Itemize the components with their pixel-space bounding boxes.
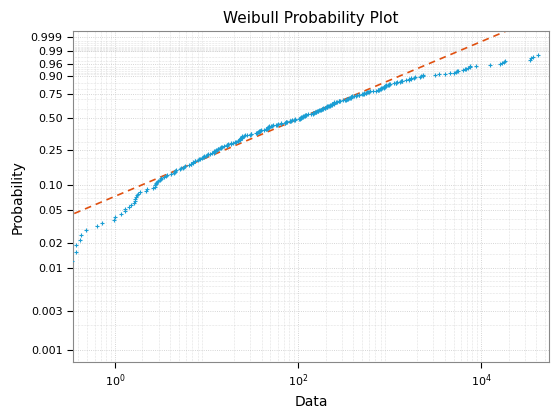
Title: Weibull Probability Plot: Weibull Probability Plot — [223, 11, 399, 26]
Y-axis label: Probability: Probability — [11, 160, 25, 234]
X-axis label: Data: Data — [294, 395, 328, 409]
